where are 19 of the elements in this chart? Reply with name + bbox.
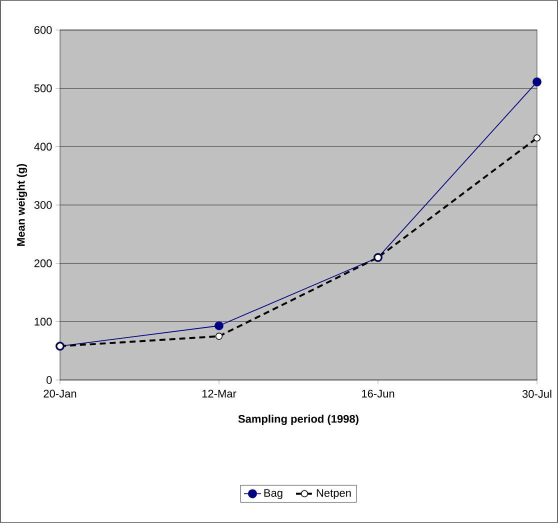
legend-label: Netpen: [316, 489, 351, 500]
y-tick-label: 0: [46, 376, 52, 384]
x-axis-title: Sampling period (1998): [238, 414, 358, 425]
y-tick-label: 200: [34, 259, 52, 268]
x-tick-label: 12-Mar: [202, 390, 236, 398]
point: [532, 77, 542, 86]
y-tick-label: 100: [34, 318, 52, 326]
point: [214, 321, 224, 330]
x-tick-label: 16-Jun: [362, 390, 394, 398]
y-tick-label: 600: [34, 26, 52, 34]
point: [215, 332, 223, 340]
y-axis-title: Mean weight (g): [16, 164, 28, 246]
y-tick-label: 500: [34, 84, 52, 92]
y-tick-label: 300: [34, 201, 52, 209]
legend-label: Bag: [264, 489, 282, 500]
point: [533, 134, 541, 142]
y-tick-label: 400: [34, 142, 52, 151]
x-tick-label: 30-Jul: [522, 390, 552, 398]
x-tick-label: 20-Jan: [44, 390, 76, 398]
